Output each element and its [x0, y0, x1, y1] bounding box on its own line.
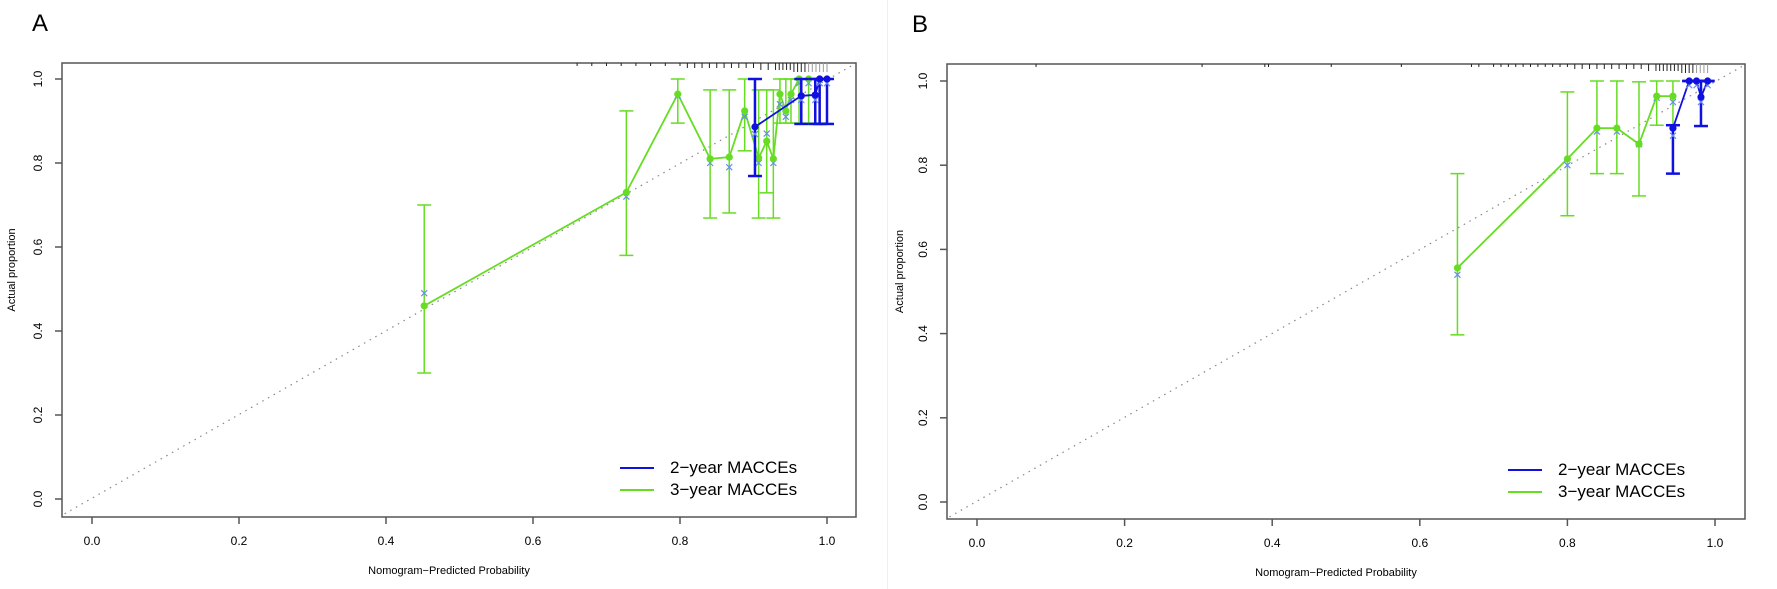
panel-a-series-3yearmacces-point: [622, 188, 630, 196]
panel-a-x-tick-label: 0.2: [231, 534, 248, 548]
panel-a-x-tick-label: 0.8: [672, 534, 689, 548]
panel-b-x-axis-title: Nomogram−Predicted Probability: [1255, 567, 1417, 579]
panel-divider: [887, 0, 888, 589]
panel-a-series-3yearmacces-bias-marker: [725, 163, 733, 171]
panel-a-y-tick-label: 0.8: [31, 154, 45, 171]
panel-a-y-axis-title: Actual proportion: [6, 228, 18, 311]
panel-a-series-3yearmacces-bias-marker: [420, 289, 428, 297]
panel-a-series-3yearmacces-bias-marker: [755, 159, 763, 167]
panel-b-y-tick-label: 0.6: [916, 241, 930, 258]
panel-b-series-3yearmacces-point: [1653, 92, 1661, 100]
panel-b-series-2yearmacces-point: [1704, 77, 1712, 85]
panel-b-series-2yearmacces-bias-marker: [1669, 132, 1677, 140]
panel-b-x-tick-label: 0.8: [1559, 536, 1576, 550]
panel-b-series-3yearmacces-bias-marker: [1563, 161, 1571, 169]
panel-b-legend-label: 3−year MACCEs: [1558, 482, 1685, 501]
panel-a-chart: A 0.0 0.2 0.4 0.6 0.8 1.0 0.0 0.2 0.4 0.6 0.8 1.0 Nom…: [6, 10, 857, 577]
panel-b-legend-label: 2−year MACCEs: [1558, 460, 1685, 479]
panel-b-x-tick-label: 0.0: [969, 536, 986, 550]
panel-b-x-tick-label: 0.6: [1411, 536, 1428, 550]
panel-a-series-3yearmacces-point: [420, 302, 428, 310]
panel-a-series-2yearmacces-point: [823, 75, 831, 83]
panel-b-series-3yearmacces-line: [1456, 95, 1673, 269]
panel-b-series-3yearmacces-point: [1453, 264, 1462, 272]
panel-b-series-3yearmacces-bias-marker: [1454, 271, 1461, 279]
panel-b-y-tick-label: 0.2: [916, 409, 930, 426]
panel-a-y-tick-label: 0.4: [31, 322, 45, 339]
panel-a-y-tick-label: 0.6: [31, 238, 45, 255]
panel-b-y-axis-title: Actual proportion: [894, 230, 906, 313]
panel-b-series-3yearmacces-point: [1613, 124, 1621, 132]
panel-b-series-2yearmacces-bias-marker: [1697, 98, 1705, 106]
panel-b-x-tick-label: 0.2: [1116, 536, 1133, 550]
panel-a-series-2yearmacces-bias-marker: [811, 96, 819, 104]
panel-a-ideal-line: [64, 63, 855, 515]
panel-b-y-tick-label: 0.8: [916, 157, 930, 174]
panel-a-plot-frame: [61, 62, 857, 518]
panel-a-series-3yearmacces-point: [776, 90, 784, 98]
panel-a-y-tick-label: 0.2: [31, 406, 45, 423]
panel-a-series-3yearmacces-point: [782, 107, 790, 115]
panel-a-series-3yearmacces-bias-marker: [776, 100, 784, 108]
panel-a-series-3yearmacces-point: [769, 155, 777, 163]
panel-b-series-2yearmacces-point: [1697, 93, 1705, 101]
panel-b-x-tick-label: 0.4: [1264, 536, 1281, 550]
panel-b-y-tick-label: 1.0: [916, 72, 930, 89]
panel-b-series-3yearmacces-bias-marker: [1669, 98, 1677, 106]
panel-b-series-2yearmacces-point: [1685, 77, 1693, 85]
panel-a-series-3yearmacces-bias-marker: [782, 113, 790, 121]
panel-a-series-2yearmacces-point: [751, 123, 759, 131]
panel-b-series-2yearmacces-line: [1672, 80, 1709, 129]
panel-a-y-tick-label: 1.0: [31, 70, 45, 87]
panel-a-y-tick-label: 0.0: [31, 490, 45, 507]
panel-b-y-tick-label: 0.4: [916, 325, 930, 342]
panel-a-series-3yearmacces-point: [706, 155, 714, 163]
panel-b-series-3yearmacces-point: [1669, 92, 1677, 100]
panel-b-series-2yearmacces-point: [1669, 124, 1677, 132]
panel-b-y-tick-label: 0.0: [916, 493, 930, 510]
panel-a-series-2yearmacces-point: [811, 91, 819, 99]
panel-a-x-axis-title: Nomogram−Predicted Probability: [368, 565, 530, 577]
panel-b-x-tick-label: 1.0: [1707, 536, 1724, 550]
panel-a-label: A: [32, 10, 48, 37]
panel-b-plot-frame: [946, 63, 1746, 520]
panel-b-series-3yearmacces-point: [1593, 124, 1601, 132]
panel-a-x-tick-label: 0.4: [378, 534, 395, 548]
panel-b-ideal-line: [949, 65, 1743, 518]
panel-a-series-3yearmacces-point: [755, 154, 763, 162]
panel-a-legend-label: 2−year MACCEs: [670, 458, 797, 477]
panel-a-series-2yearmacces-bias-marker: [751, 130, 759, 138]
panel-a-series-2yearmacces-point: [816, 75, 824, 83]
panel-a-series-3yearmacces-point: [674, 90, 682, 98]
panel-b-series-3yearmacces-point: [1635, 140, 1643, 148]
panel-a-series-3yearmacces-bias-marker: [741, 113, 749, 121]
panel-a-legend-label: 3−year MACCEs: [670, 480, 797, 499]
panel-b-label: B: [912, 11, 928, 38]
panel-a-series-3yearmacces-point: [741, 107, 749, 115]
panel-a-x-tick-label: 0.6: [525, 534, 542, 548]
panel-a-series-2yearmacces-point: [797, 92, 805, 100]
panel-a-series-3yearmacces-bias-marker: [763, 130, 771, 138]
panel-a-series-3yearmacces-point: [725, 153, 733, 161]
panel-b-chart: B 0.0 0.2 0.4 0.6 0.8 1.0 0.0 0.2 0.4 0.6 0.8 1.0 Nom…: [894, 11, 1746, 579]
panel-a-x-tick-label: 1.0: [819, 534, 836, 548]
panel-a-series-3yearmacces-point: [763, 137, 771, 145]
panel-a-series-3yearmacces-point: [787, 90, 795, 98]
panel-a-x-tick-label: 0.0: [84, 534, 101, 548]
panel-b-series-2yearmacces-point: [1692, 77, 1701, 85]
panel-b-series-3yearmacces-point: [1563, 155, 1571, 163]
